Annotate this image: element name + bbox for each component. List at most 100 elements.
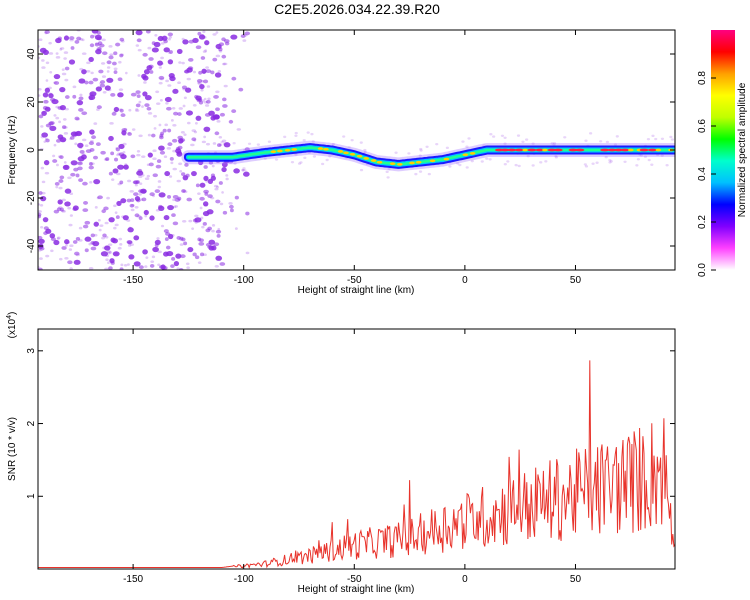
noise-speckle (137, 48, 142, 52)
noise-speckle (229, 204, 234, 209)
top-y-tick-label: -40 (26, 238, 37, 253)
noise-speckle (181, 172, 186, 176)
noise-speckle (294, 134, 298, 138)
noise-speckle (221, 54, 227, 59)
noise-speckle (589, 132, 593, 135)
noise-speckle (133, 192, 139, 197)
noise-speckle (92, 77, 99, 82)
noise-speckle (72, 240, 78, 244)
noise-speckle (207, 194, 213, 199)
noise-speckle (242, 39, 247, 42)
noise-speckle (125, 71, 128, 75)
noise-speckle (72, 85, 77, 89)
noise-speckle (142, 189, 147, 194)
noise-speckle (208, 160, 214, 165)
noise-speckle (100, 251, 109, 257)
noise-speckle (64, 256, 69, 260)
noise-speckle (173, 260, 180, 267)
noise-speckle (106, 70, 110, 73)
noise-speckle (195, 183, 200, 188)
noise-speckle (99, 83, 106, 88)
noise-speckle (83, 201, 89, 205)
noise-speckle (106, 60, 112, 65)
noise-speckle (531, 164, 535, 167)
noise-speckle (45, 61, 50, 65)
noise-speckle (160, 264, 166, 270)
noise-speckle (108, 55, 114, 60)
noise-speckle (169, 75, 176, 82)
noise-speckle (149, 192, 155, 197)
noise-speckle (172, 198, 176, 202)
noise-speckle (76, 36, 82, 41)
noise-speckle (506, 160, 510, 163)
noise-speckle (186, 266, 190, 270)
snr-series-line (38, 360, 675, 569)
noise-speckle (225, 174, 229, 177)
bottom-x-tick-label: 0 (462, 574, 468, 585)
noise-speckle (166, 106, 172, 111)
noise-speckle (44, 87, 51, 93)
noise-speckle (178, 138, 184, 144)
noise-speckle (643, 155, 648, 158)
noise-speckle (199, 83, 205, 90)
noise-speckle (133, 261, 141, 267)
noise-speckle (221, 191, 224, 194)
noise-speckle (119, 108, 124, 113)
noise-speckle (162, 128, 167, 133)
noise-speckle (350, 138, 354, 142)
noise-speckle (217, 70, 222, 73)
noise-speckle (101, 236, 106, 240)
ridge-hotspot (396, 163, 403, 166)
noise-speckle (214, 72, 222, 78)
top-y-ticks: -40 -20 0 20 40 (26, 48, 675, 253)
noise-speckle (43, 226, 49, 231)
noise-speckle (199, 182, 206, 188)
noise-speckle (347, 146, 351, 149)
noise-speckle (221, 139, 227, 143)
noise-speckle (184, 163, 189, 167)
noise-speckle (63, 161, 67, 164)
noise-speckle (104, 267, 109, 270)
noise-speckle (218, 143, 223, 147)
noise-speckle (158, 66, 162, 69)
noise-speckle (148, 162, 154, 167)
noise-speckle (68, 59, 76, 65)
noise-speckle (61, 68, 65, 71)
noise-speckle (84, 80, 89, 85)
noise-speckle (201, 225, 205, 229)
noise-speckle (136, 153, 141, 157)
noise-speckle (127, 132, 132, 136)
noise-speckle (146, 106, 152, 111)
noise-speckle (38, 191, 43, 195)
noise-speckle (130, 92, 137, 97)
colorbar-label: Normalized spectral amplitude (737, 82, 748, 217)
noise-speckle (122, 150, 126, 154)
noise-speckle (639, 154, 643, 157)
noise-speckle (113, 51, 118, 56)
noise-speckle (445, 146, 449, 150)
ridge-hotspot (527, 148, 537, 152)
noise-speckle (203, 189, 209, 194)
noise-speckle (53, 143, 57, 147)
noise-speckle (321, 162, 325, 166)
noise-speckle (199, 216, 204, 220)
noise-speckle (144, 103, 150, 108)
noise-speckle (245, 211, 250, 216)
noise-speckles (38, 30, 675, 270)
noise-speckle (120, 263, 124, 267)
noise-speckle (64, 107, 69, 111)
noise-speckle (78, 78, 86, 84)
noise-speckle (63, 57, 67, 60)
noise-speckle (100, 150, 106, 155)
noise-speckle (184, 87, 192, 93)
noise-speckle (210, 70, 215, 75)
noise-speckle (67, 206, 72, 210)
noise-speckle (152, 157, 157, 161)
noise-speckle (72, 94, 77, 99)
noise-speckle (181, 237, 186, 242)
ridge-hotspot (648, 148, 658, 152)
noise-speckle (221, 37, 226, 42)
noise-speckle (192, 37, 199, 44)
noise-speckle (211, 224, 216, 227)
noise-speckle (229, 208, 234, 213)
